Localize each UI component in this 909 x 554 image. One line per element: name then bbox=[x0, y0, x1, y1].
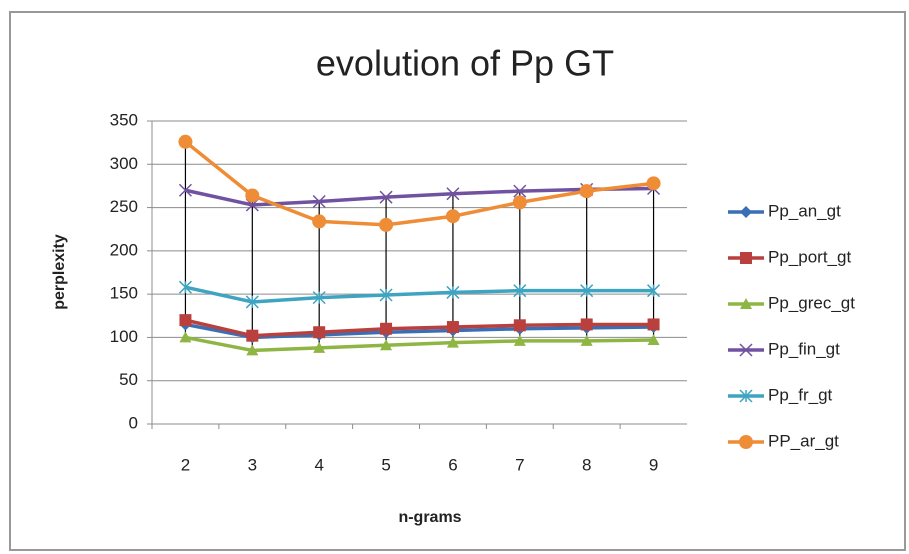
marker bbox=[446, 187, 460, 201]
marker bbox=[313, 341, 326, 353]
marker bbox=[179, 331, 192, 343]
marker bbox=[246, 344, 259, 356]
y-tick-label: 250 bbox=[110, 197, 138, 216]
marker bbox=[380, 322, 393, 335]
marker bbox=[178, 280, 192, 294]
marker bbox=[179, 314, 192, 327]
series-line bbox=[184, 140, 654, 227]
x-tick-label: 9 bbox=[649, 455, 658, 474]
marker bbox=[647, 318, 660, 331]
y-tick-label: 0 bbox=[129, 413, 138, 432]
marker bbox=[646, 176, 661, 191]
series-line bbox=[185, 285, 654, 304]
y-tick-label: 300 bbox=[110, 154, 138, 173]
series-line bbox=[185, 186, 654, 207]
marker bbox=[445, 209, 460, 224]
marker bbox=[513, 319, 526, 332]
marker bbox=[647, 334, 660, 346]
y-tick-label: 350 bbox=[110, 110, 138, 129]
marker bbox=[312, 194, 326, 209]
legend-label: Pp_fin_gt bbox=[768, 339, 840, 358]
x-tick-label: 7 bbox=[515, 455, 524, 474]
marker bbox=[446, 285, 460, 299]
marker bbox=[740, 252, 752, 264]
marker bbox=[379, 288, 393, 302]
marker bbox=[739, 435, 753, 449]
marker bbox=[513, 184, 527, 198]
marker bbox=[178, 183, 192, 197]
x-tick-label: 4 bbox=[314, 455, 323, 474]
legend-label: Pp_grec_gt bbox=[768, 293, 855, 312]
marker bbox=[313, 326, 326, 339]
x-axis-label: n-grams bbox=[398, 509, 461, 526]
marker bbox=[740, 206, 752, 218]
x-tick-label: 2 bbox=[181, 455, 190, 474]
legend-label: Pp_fr_gt bbox=[768, 385, 833, 404]
x-tick-label: 6 bbox=[448, 455, 457, 474]
marker bbox=[178, 134, 193, 149]
marker bbox=[246, 329, 259, 342]
y-tick-label: 50 bbox=[119, 370, 138, 389]
marker bbox=[245, 295, 259, 309]
marker bbox=[312, 291, 326, 305]
chart-border bbox=[9, 11, 906, 551]
marker bbox=[512, 195, 527, 210]
series-line bbox=[185, 335, 654, 353]
x-tick-label: 5 bbox=[381, 455, 390, 474]
marker bbox=[647, 284, 661, 298]
series-line bbox=[185, 318, 654, 338]
legend-label: Pp_an_gt bbox=[768, 201, 841, 220]
marker bbox=[740, 298, 752, 309]
marker bbox=[513, 284, 527, 298]
y-tick-label: 200 bbox=[110, 240, 138, 259]
marker bbox=[580, 334, 593, 346]
legend-label: PP_ar_gt bbox=[768, 431, 839, 450]
series-line bbox=[185, 322, 654, 340]
marker bbox=[380, 339, 393, 351]
marker bbox=[739, 343, 753, 357]
marker bbox=[446, 336, 459, 348]
chart-title: evolution of Pp GT bbox=[316, 43, 614, 84]
legend-label: Pp_port_gt bbox=[768, 247, 851, 266]
marker bbox=[379, 190, 393, 204]
marker bbox=[312, 214, 327, 229]
marker bbox=[379, 217, 394, 232]
x-tick-label: 8 bbox=[582, 455, 591, 474]
marker bbox=[446, 321, 459, 334]
marker bbox=[580, 318, 593, 331]
y-tick-label: 150 bbox=[110, 284, 138, 303]
y-axis-label: perplexity bbox=[51, 234, 68, 310]
y-tick-label: 100 bbox=[110, 327, 138, 346]
marker bbox=[739, 389, 753, 403]
marker bbox=[513, 334, 526, 346]
marker bbox=[580, 284, 594, 298]
marker bbox=[579, 184, 594, 199]
marker bbox=[245, 188, 260, 203]
x-tick-label: 3 bbox=[248, 455, 257, 474]
